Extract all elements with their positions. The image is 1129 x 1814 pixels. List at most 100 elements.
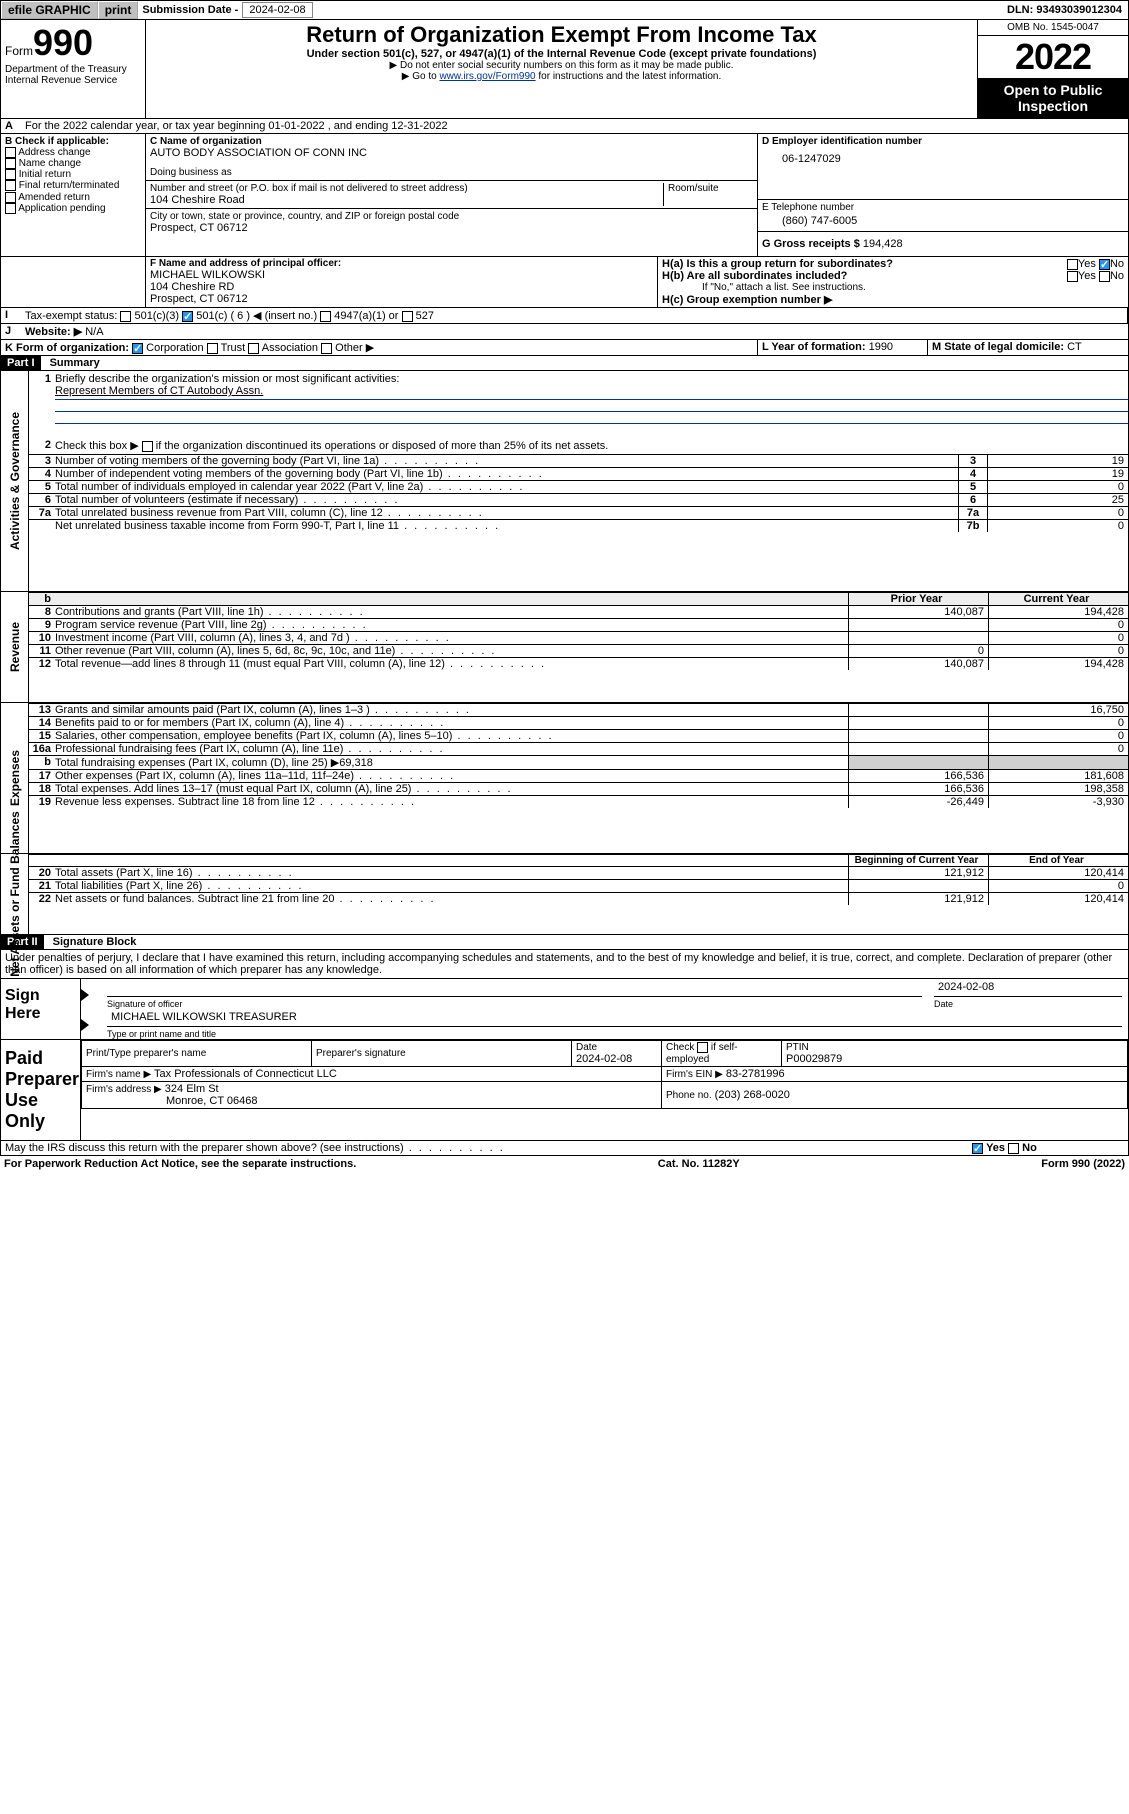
line-12-prior: 140,087: [848, 658, 988, 670]
ptin: P00029879: [786, 1053, 1123, 1065]
line-9-prior: [848, 619, 988, 631]
website-value: N/A: [85, 326, 103, 338]
line-4-value: 19: [988, 468, 1128, 480]
line-21-prior: [848, 880, 988, 892]
city-state-zip: Prospect, CT 06712: [150, 222, 753, 234]
line-5-text: Total number of individuals employed in …: [55, 481, 958, 493]
chk-discontinued[interactable]: [142, 441, 153, 452]
chk-final-return[interactable]: [5, 180, 16, 191]
officer-name-title: MICHAEL WILKOWSKI TREASURER: [107, 1011, 1122, 1027]
line-17-text: Other expenses (Part IX, column (A), lin…: [55, 770, 848, 782]
line-1-label: Briefly describe the organization's miss…: [55, 373, 399, 385]
box-m-label: M State of legal domicile:: [932, 341, 1064, 353]
dept-treasury: Department of the Treasury: [5, 64, 141, 75]
line-19-text: Revenue less expenses. Subtract line 18 …: [55, 796, 848, 808]
chk-hb-yes[interactable]: [1067, 271, 1078, 282]
chk-ha-yes[interactable]: [1067, 259, 1078, 270]
line-16a-text: Professional fundraising fees (Part IX, …: [55, 743, 848, 755]
line-21-text: Total liabilities (Part X, line 26): [55, 880, 848, 892]
line-b-text: Total fundraising expenses (Part IX, col…: [55, 756, 848, 769]
sign-here-label: Sign Here: [1, 979, 81, 1039]
chk-name-change[interactable]: [5, 158, 16, 169]
line-15-prior: [848, 730, 988, 742]
city-label: City or town, state or province, country…: [150, 211, 753, 222]
chk-4947[interactable]: [320, 311, 331, 322]
line-b-prior: [848, 756, 988, 769]
line-13-text: Grants and similar amounts paid (Part IX…: [55, 704, 848, 716]
col-current-year: Current Year: [988, 593, 1128, 605]
form-subtitle-2: Do not enter social security numbers on …: [150, 60, 973, 71]
footer-left: For Paperwork Reduction Act Notice, see …: [4, 1158, 356, 1170]
efile-button[interactable]: efile GRAPHIC: [1, 1, 98, 19]
chk-initial-return[interactable]: [5, 169, 16, 180]
vlabel-revenue: Revenue: [8, 622, 22, 672]
box-f-label: F Name and address of principal officer:: [150, 258, 653, 269]
line-11-current: 0: [988, 645, 1128, 657]
paid-preparer-label: Paid Preparer Use Only: [1, 1040, 81, 1140]
state-domicile: CT: [1067, 341, 1082, 353]
line-8-text: Contributions and grants (Part VIII, lin…: [55, 606, 848, 618]
sig-date: 2024-02-08: [934, 981, 1122, 997]
ein: 06-1247029: [762, 147, 1124, 171]
section-j: J Website: ▶ N/A: [0, 324, 1129, 340]
line-3-value: 19: [988, 455, 1128, 467]
form-number: Form990: [5, 22, 141, 64]
line-14-prior: [848, 717, 988, 729]
part-1-governance: Activities & Governance 1 Briefly descri…: [0, 371, 1129, 592]
print-button[interactable]: print: [98, 1, 139, 19]
page-footer: For Paperwork Reduction Act Notice, see …: [0, 1156, 1129, 1172]
chk-self-employed[interactable]: [697, 1042, 708, 1053]
chk-527[interactable]: [402, 311, 413, 322]
box-b-title: B Check if applicable:: [5, 136, 141, 147]
line-18-prior: 166,536: [848, 783, 988, 795]
telephone: (860) 747-6005: [762, 213, 1124, 229]
line-6-value: 25: [988, 494, 1128, 506]
line-16a-prior: [848, 743, 988, 755]
firm-phone: (203) 268-0020: [715, 1089, 790, 1101]
chk-corporation[interactable]: [132, 343, 143, 354]
chk-application-pending[interactable]: [5, 203, 16, 214]
chk-discuss-no[interactable]: [1008, 1143, 1019, 1154]
box-g-label: G Gross receipts $: [762, 238, 860, 250]
chk-hb-no[interactable]: [1099, 271, 1110, 282]
line-b-current: [988, 756, 1128, 769]
line-20-current: 120,414: [988, 867, 1128, 879]
chk-address-change[interactable]: [5, 147, 16, 158]
preparer-sig-label: Preparer's signature: [316, 1048, 567, 1059]
footer-mid: Cat. No. 11282Y: [658, 1158, 740, 1170]
line-12-current: 194,428: [988, 658, 1128, 670]
form-title: Return of Organization Exempt From Incom…: [150, 22, 973, 48]
col-prior-year: Prior Year: [848, 593, 988, 605]
tax-period: For the 2022 calendar year, or tax year …: [21, 119, 452, 133]
section-f-h: F Name and address of principal officer:…: [0, 257, 1129, 308]
line-13-current: 16,750: [988, 704, 1128, 716]
line-17-current: 181,608: [988, 770, 1128, 782]
line-13-prior: [848, 704, 988, 716]
triangle-icon: [81, 1019, 89, 1031]
chk-other[interactable]: [321, 343, 332, 354]
chk-trust[interactable]: [207, 343, 218, 354]
box-e-label: E Telephone number: [762, 202, 1124, 213]
triangle-icon: [81, 989, 89, 1001]
line-10-prior: [848, 632, 988, 644]
line-14-current: 0: [988, 717, 1128, 729]
firm-name-label: Firm's name ▶: [86, 1069, 151, 1080]
tax-year: 2022: [978, 36, 1128, 78]
chk-amended[interactable]: [5, 192, 16, 203]
chk-ha-no[interactable]: [1099, 259, 1110, 270]
part-1-netassets: Net Assets or Fund Balances Beginning of…: [0, 854, 1129, 935]
period-row: A For the 2022 calendar year, or tax yea…: [0, 119, 1129, 134]
firm-name: Tax Professionals of Connecticut LLC: [154, 1068, 337, 1080]
chk-501c3[interactable]: [120, 311, 131, 322]
col-end: End of Year: [988, 855, 1128, 866]
line-22-current: 120,414: [988, 893, 1128, 905]
part-1-header: Part I Summary: [0, 356, 1129, 371]
line-14-text: Benefits paid to or for members (Part IX…: [55, 717, 848, 729]
chk-association[interactable]: [248, 343, 259, 354]
chk-discuss-yes[interactable]: [972, 1143, 983, 1154]
line-5-box: 5: [958, 481, 988, 493]
chk-501c[interactable]: [182, 311, 193, 322]
submission-label: Submission Date -: [138, 3, 242, 17]
line-7a-text: Total unrelated business revenue from Pa…: [55, 507, 958, 519]
irs-link[interactable]: www.irs.gov/Form990: [439, 71, 535, 82]
